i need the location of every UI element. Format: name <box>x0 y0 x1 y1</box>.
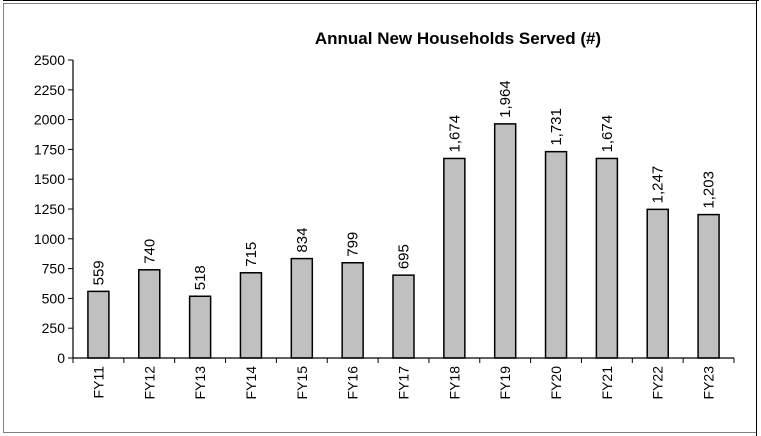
bar-fy20 <box>544 150 568 359</box>
data-label-fy15: 834 <box>294 228 311 253</box>
data-labels: 559 740 518 715 834 799 695 1,674 1,964 1,731 1,67… <box>90 80 717 290</box>
frame-top-line <box>3 0 759 1</box>
chart-title: Annual New Households Served (#) <box>315 29 601 48</box>
bar-fy11 <box>87 290 110 359</box>
data-label-fy18: 1,674 <box>446 115 463 153</box>
x-tick-label-fy16: FY16 <box>345 366 361 400</box>
x-axis-ticks: FY11 FY12 FY13 FY14 FY15 FY16 FY17 FY18 FY19 FY20… <box>72 358 735 400</box>
bar-fy18 <box>443 157 466 359</box>
bars <box>87 123 720 359</box>
bar-fy19 <box>493 123 517 359</box>
y-tick-label: 750 <box>42 261 66 277</box>
y-axis-ticks: 0 250 500 750 1000 1250 1500 1750 2000 2250 2500 <box>34 52 73 366</box>
bar-fy22 <box>646 208 669 359</box>
bar-fy13 <box>188 295 212 359</box>
bar-fy17 <box>392 274 415 359</box>
y-tick-label: 1750 <box>34 141 65 157</box>
y-tick-label: 250 <box>42 320 66 336</box>
y-tick-label: 1250 <box>34 201 65 217</box>
data-label-fy13: 518 <box>192 265 209 290</box>
bar-fy23 <box>697 213 720 359</box>
y-tick-label: 2250 <box>34 82 65 98</box>
data-label-fy23: 1,203 <box>701 171 718 209</box>
data-label-fy22: 1,247 <box>650 166 667 204</box>
x-tick-label-fy18: FY18 <box>446 366 462 400</box>
x-tick-label-fy19: FY19 <box>497 366 513 400</box>
y-tick-label: 2500 <box>34 52 65 68</box>
bar-fy16 <box>341 262 364 359</box>
x-tick-label-fy11: FY11 <box>90 366 106 399</box>
x-tick-label-fy14: FY14 <box>243 366 259 400</box>
x-tick-label-fy22: FY22 <box>650 366 666 400</box>
data-label-fy16: 799 <box>345 232 362 257</box>
data-label-fy21: 1,674 <box>599 115 616 153</box>
bar-fy15 <box>290 257 314 359</box>
x-tick-label-fy15: FY15 <box>294 366 310 400</box>
y-tick-label: 2000 <box>34 112 65 128</box>
data-label-fy17: 695 <box>396 244 413 269</box>
data-label-fy19: 1,964 <box>497 80 514 118</box>
y-tick-label: 1500 <box>34 171 65 187</box>
data-label-fy14: 715 <box>243 242 260 267</box>
x-tick-label-fy20: FY20 <box>548 366 564 400</box>
x-tick-label-fy12: FY12 <box>141 366 157 400</box>
bar-fy14 <box>239 272 263 359</box>
y-tick-label: 500 <box>42 290 66 306</box>
x-tick-label-fy23: FY23 <box>701 366 717 400</box>
axes <box>72 60 734 359</box>
data-label-fy11: 559 <box>90 260 107 285</box>
data-label-fy12: 740 <box>141 239 158 264</box>
y-tick-label: 1000 <box>34 231 65 247</box>
y-tick-label: 0 <box>57 350 65 366</box>
bar-fy12 <box>138 269 161 359</box>
x-tick-label-fy13: FY13 <box>192 366 208 400</box>
frame-right-line <box>756 0 757 436</box>
chart-frame <box>3 3 756 433</box>
x-tick-label-fy17: FY17 <box>396 366 412 400</box>
x-tick-label-fy21: FY21 <box>599 366 615 400</box>
bar-fy21 <box>595 157 619 359</box>
data-label-fy20: 1,731 <box>548 108 565 146</box>
